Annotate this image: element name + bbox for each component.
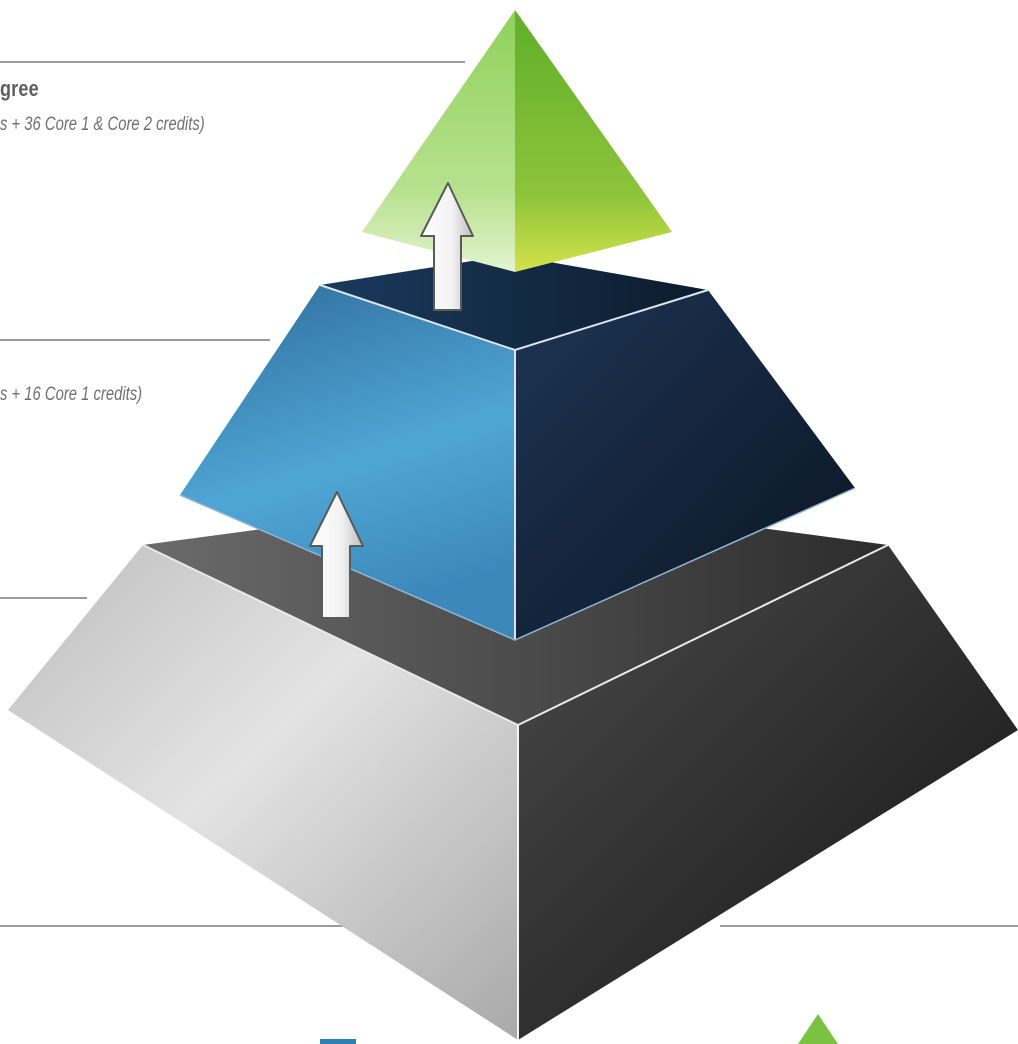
pyramid-tier-middle: [179, 255, 856, 641]
tier-top-title: gree: [0, 76, 39, 101]
up-arrow-icon: [309, 491, 364, 619]
bottom-tier-left-face: [8, 545, 518, 1040]
middle-tier-bottom-edge: [179, 487, 856, 641]
tier-middle-credits: s + 16 Core 1 credits): [0, 384, 143, 405]
middle-tier-top-face: [320, 255, 708, 350]
middle-tier-left-face: [180, 285, 515, 640]
up-arrow-icon: [420, 182, 474, 311]
green-triangle-icon: [798, 1014, 838, 1044]
pyramid-tier-top: [362, 10, 672, 272]
blue-square-icon: [320, 1039, 356, 1044]
top-tier-left-face: [362, 10, 515, 272]
top-tier-right-face: [515, 10, 672, 272]
bottom-tier-right-face: [518, 545, 1018, 1040]
middle-tier-right-face: [515, 290, 855, 640]
tier-top-credits: s + 36 Core 1 & Core 2 credits): [0, 114, 205, 135]
